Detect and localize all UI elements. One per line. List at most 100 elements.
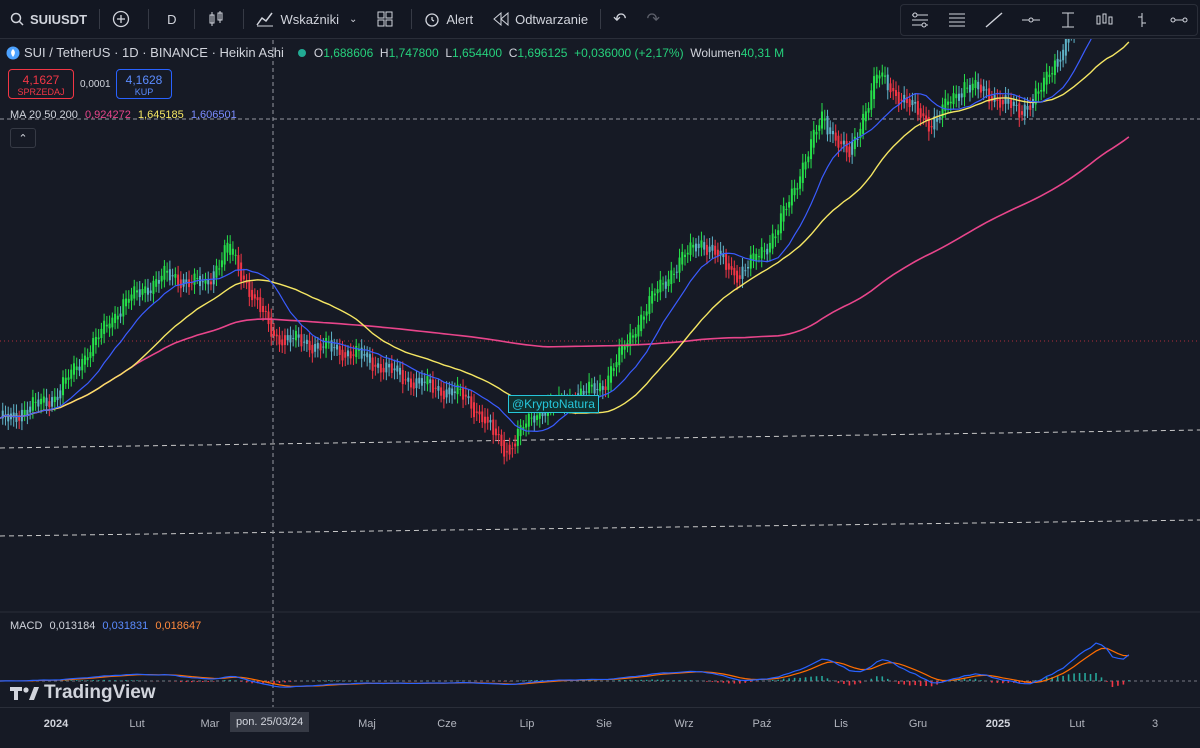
horizontal-ray-icon[interactable] xyxy=(1019,8,1043,32)
candle-body xyxy=(890,83,892,92)
candle-body xyxy=(876,75,878,83)
macd-histogram-bar xyxy=(290,681,292,682)
candle-body xyxy=(596,389,598,390)
alert-button[interactable]: Alert xyxy=(414,0,483,38)
chart-type-button[interactable] xyxy=(197,0,241,38)
candle-body xyxy=(588,382,590,393)
ohlc-values: O1,688606 H1,747800 L1,654400 C1,696125 … xyxy=(314,46,784,60)
candle-body xyxy=(388,364,390,367)
candle-body xyxy=(1013,102,1015,106)
macd-histogram-bar xyxy=(328,680,330,681)
candle-body xyxy=(221,260,223,267)
macd-histogram-bar xyxy=(816,676,818,681)
candle-body xyxy=(73,363,75,374)
candle-body xyxy=(289,335,291,342)
symbol-search[interactable]: SUIUSDT xyxy=(0,0,97,38)
candle-body xyxy=(147,288,149,295)
macd-value: 0,013184 xyxy=(49,620,95,632)
macd-histogram-bar xyxy=(180,681,182,682)
candle-body xyxy=(287,335,289,340)
candle-body xyxy=(377,363,379,367)
undo-button[interactable]: ↶ xyxy=(603,0,636,38)
alert-label: Alert xyxy=(446,12,473,27)
candle-body xyxy=(309,341,311,350)
candle-body xyxy=(807,157,809,163)
macd-histogram-bar xyxy=(821,676,823,681)
candle-body xyxy=(1037,91,1039,93)
candle-body xyxy=(396,366,398,372)
symbol-title: SUI / TetherUS · 1D · BINANCE · Heikin A… xyxy=(24,45,284,60)
candle-body xyxy=(432,380,434,393)
candle-body xyxy=(325,338,327,349)
candle-body xyxy=(440,387,442,395)
candle-body xyxy=(339,346,341,355)
macd-histogram-bar xyxy=(723,681,725,683)
vertical-line-icon[interactable] xyxy=(1056,8,1080,32)
plus-circle-icon xyxy=(112,10,130,28)
compare-button[interactable] xyxy=(102,0,146,38)
candle-body xyxy=(29,407,31,413)
candle-body xyxy=(210,282,212,285)
collapse-legend-button[interactable]: ⌃ xyxy=(10,128,36,148)
time-axis[interactable]: 2024 Lut Mar Maj Cze Lip Sie Wrz Paź Lis… xyxy=(0,707,1200,748)
candle-body xyxy=(1054,61,1056,76)
trend-line-icon[interactable] xyxy=(982,8,1006,32)
candle-body xyxy=(879,75,881,78)
ma-legend[interactable]: MA 20 50 200 0,924272 1,645185 1,606501 xyxy=(10,109,237,121)
macd-histogram-bar xyxy=(317,680,319,681)
candle-body xyxy=(495,429,497,436)
candle-body xyxy=(355,346,357,357)
tradingview-logo[interactable]: TradingView xyxy=(10,682,156,704)
buy-button[interactable]: 4,1628 KUP xyxy=(116,69,172,99)
horizontal-lines-icon[interactable] xyxy=(945,8,969,32)
macd-histogram-bar xyxy=(1084,673,1086,681)
candle-body xyxy=(525,424,527,428)
candle-body xyxy=(366,352,368,357)
candle-body xyxy=(169,269,171,280)
macd-histogram-bar xyxy=(997,681,999,683)
macd-histogram-bar xyxy=(339,680,341,681)
macd-histogram-bar xyxy=(805,677,807,681)
macd-histogram-bar xyxy=(914,681,916,685)
candle-body xyxy=(761,247,763,258)
candle-body xyxy=(100,329,102,338)
candle-body xyxy=(531,418,533,419)
redo-button[interactable]: ↷ xyxy=(636,0,669,38)
candle-body xyxy=(407,378,409,382)
resistance-line xyxy=(0,430,1200,448)
x-tick-label: Sie xyxy=(596,718,612,730)
candle-body xyxy=(837,136,839,148)
candle-body xyxy=(311,345,313,353)
candle-body xyxy=(161,276,163,282)
candle-body xyxy=(528,414,530,427)
candle-body xyxy=(731,266,733,270)
candle-body xyxy=(51,397,53,407)
candle-body xyxy=(536,415,538,420)
crosshair-lines-icon[interactable] xyxy=(908,8,932,32)
candlesticks-icon[interactable] xyxy=(1093,8,1117,32)
macd-legend[interactable]: MACD 0,013184 0,031831 0,018647 xyxy=(10,620,201,632)
candle-body xyxy=(736,271,738,283)
logo-text: TradingView xyxy=(44,682,156,704)
candle-body xyxy=(468,396,470,398)
replay-button[interactable]: Odtwarzanie xyxy=(483,0,598,38)
candle-body xyxy=(59,390,61,398)
candle-body xyxy=(120,314,122,317)
ohlc-bars-icon[interactable] xyxy=(1130,8,1154,32)
candle-body xyxy=(470,396,472,408)
candle-body xyxy=(791,189,793,206)
sell-button[interactable]: 4,1627 SPRZEDAJ xyxy=(8,69,74,99)
interval-button[interactable]: D xyxy=(151,0,192,38)
layouts-button[interactable] xyxy=(367,0,409,38)
indicators-button[interactable]: Wskaźniki ⌄ xyxy=(246,0,367,38)
chevron-down-icon: ⌄ xyxy=(349,14,357,25)
price-range-icon[interactable] xyxy=(1167,8,1191,32)
candle-body xyxy=(306,340,308,344)
candle-body xyxy=(914,102,916,104)
macd-histogram-bar xyxy=(827,678,829,681)
ma200-value: 1,606501 xyxy=(191,109,237,121)
candle-body xyxy=(276,335,278,337)
candle-body xyxy=(884,75,886,76)
candle-body xyxy=(303,342,305,343)
candle-body xyxy=(1040,90,1042,92)
